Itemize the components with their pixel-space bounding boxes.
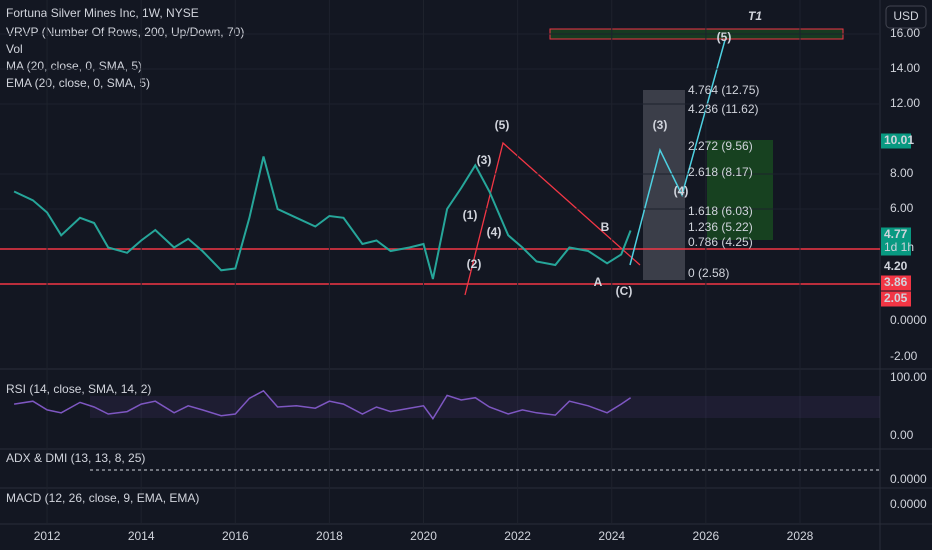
pane-tick-label: 0.0000 — [890, 472, 927, 486]
pane-title: ADX & DMI (13, 13, 8, 25) — [6, 451, 145, 465]
rsi-band — [90, 396, 880, 418]
wave-label: (4) — [674, 184, 689, 198]
indicator-label: MA (20, close, 0, SMA, 5) — [6, 59, 142, 73]
fib-label: 0.786 (4.25) — [688, 235, 753, 249]
x-tick-label: 2026 — [693, 529, 720, 543]
wave-label: T1 — [748, 9, 762, 23]
price-label: 4.77 — [884, 227, 908, 241]
x-tick-label: 2020 — [410, 529, 437, 543]
fib-label: 0 (2.58) — [688, 266, 729, 280]
pane-tick-label: 100.00 — [890, 370, 927, 384]
x-tick-label: 2022 — [504, 529, 531, 543]
wave-label: (4) — [487, 225, 502, 239]
long-position — [707, 140, 773, 240]
wave-label: (3) — [477, 153, 492, 167]
x-tick-label: 2028 — [787, 529, 814, 543]
fib-label: 1.236 (5.22) — [688, 220, 753, 234]
wave-label: (C) — [616, 284, 633, 298]
indicator-label: VRVP (Number Of Rows, 200, Up/Down, 70) — [6, 25, 244, 39]
pane-tick-label: 0.00 — [890, 428, 914, 442]
volume-tick-label: -2.00 — [890, 349, 918, 363]
y-tick-label: 6.00 — [890, 201, 914, 215]
price-label-box — [881, 133, 911, 149]
price-label: 2.05 — [884, 291, 908, 305]
y-tick-label: 8.00 — [890, 166, 914, 180]
wave-label: (5) — [495, 118, 510, 132]
y-tick-label: 14.00 — [890, 61, 920, 75]
title: Fortuna Silver Mines Inc, 1W, NYSE — [6, 6, 199, 20]
price-label-box — [881, 275, 911, 291]
wave-label: (3) — [653, 118, 668, 132]
y-tick-label: 16.00 — [890, 26, 920, 40]
x-tick-label: 2018 — [316, 529, 343, 543]
wave-label: (2) — [467, 257, 482, 271]
fib-label: 4.764 (12.75) — [688, 83, 759, 97]
x-tick-label: 2014 — [128, 529, 155, 543]
fib-label: 1.618 (6.03) — [688, 204, 753, 218]
rsi-line — [13, 389, 632, 420]
pane-tick-label: 0.0000 — [890, 497, 927, 511]
channel-lines — [464, 141, 641, 296]
fib-label: 4.236 (11.62) — [688, 102, 759, 116]
wave-label: B — [601, 220, 610, 234]
wave-label: A — [594, 275, 603, 289]
price-label-sub: 1d 1h — [884, 240, 914, 254]
volume-tick-label: 0.0000 — [890, 313, 927, 327]
price-label: 4.20 — [884, 259, 908, 273]
indicator-label: EMA (20, close, 0, SMA, 5) — [6, 76, 150, 90]
fib-label: 2.618 (8.17) — [688, 165, 753, 179]
x-tick-label: 2012 — [34, 529, 61, 543]
y-tick-label: 12.00 — [890, 96, 920, 110]
x-tick-label: 2024 — [598, 529, 625, 543]
currency: USD — [893, 9, 919, 23]
price-label: 10.01 — [884, 133, 914, 147]
price-label: 3.86 — [884, 275, 908, 289]
wave-label: (5) — [717, 30, 732, 44]
fib-label: 2.272 (9.56) — [688, 139, 753, 153]
currency-button[interactable] — [885, 5, 927, 29]
price-label-box — [881, 227, 911, 256]
wave-label: (1) — [463, 208, 478, 222]
x-tick-label: 2016 — [222, 529, 249, 543]
price-label-box — [881, 259, 911, 275]
pane-title: RSI (14, close, SMA, 14, 2) — [6, 382, 151, 396]
indicator-label: Vol — [6, 42, 23, 56]
price-label-box — [881, 291, 911, 307]
projection-path — [629, 39, 726, 266]
price-line — [13, 156, 632, 280]
pane-title: MACD (12, 26, close, 9, EMA, EMA) — [6, 491, 199, 505]
